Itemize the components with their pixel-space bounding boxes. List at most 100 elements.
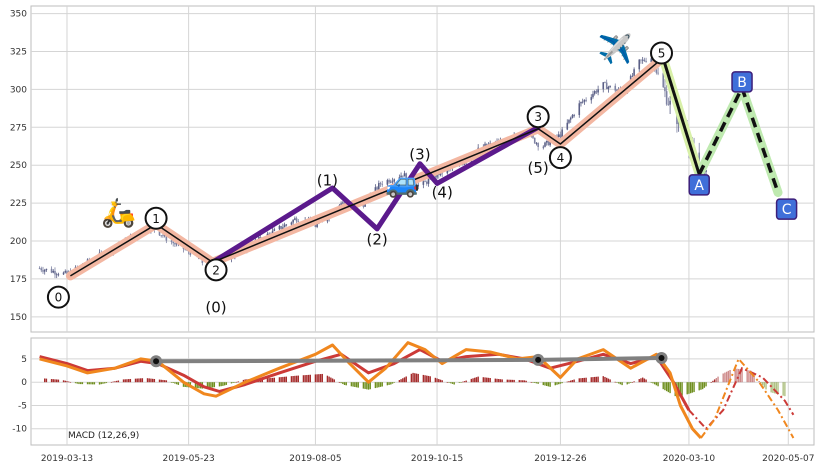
macd-histogram-bar xyxy=(175,382,178,385)
macd-histogram-bar xyxy=(487,377,490,383)
macd-histogram-bar xyxy=(295,375,298,383)
macd-histogram-bar xyxy=(535,382,538,384)
candle-body xyxy=(643,59,646,62)
macd-histogram-bar xyxy=(546,382,548,386)
macd-y-tick-label: -5 xyxy=(18,401,27,411)
wave-label-circle xyxy=(548,146,572,170)
macd-histogram-bar xyxy=(626,382,628,385)
macd-histogram-bar xyxy=(581,378,584,383)
wave-label-circle xyxy=(526,105,550,129)
macd-histogram-bar xyxy=(477,376,479,383)
macd-histogram-bar xyxy=(124,379,126,383)
macd-histogram-bar xyxy=(74,382,77,384)
macd-histogram-bar xyxy=(64,380,66,383)
macd-histogram-bar xyxy=(223,382,226,386)
macd-histogram-bar xyxy=(316,374,318,383)
macd-histogram-bar xyxy=(151,378,154,383)
macd-histogram-bar xyxy=(271,377,274,383)
candle-body xyxy=(568,119,570,123)
candle-body xyxy=(604,82,606,84)
macd-histogram-bar xyxy=(81,382,84,385)
macd-histogram-bar xyxy=(426,375,428,383)
macd-histogram-bar xyxy=(710,382,712,383)
macd-histogram-bar xyxy=(494,378,497,383)
macd-histogram-bar xyxy=(605,377,608,383)
candle-body xyxy=(45,268,48,270)
macd-histogram-bar xyxy=(282,376,284,383)
candle-body xyxy=(645,61,647,62)
macd-histogram-bar xyxy=(417,373,419,383)
wave-label-circle xyxy=(144,206,168,230)
macd-histogram-bar xyxy=(268,378,270,383)
macd-histogram-bar xyxy=(729,369,731,383)
correction-label-box xyxy=(731,71,753,93)
macd-histogram-bar xyxy=(319,374,322,383)
macd-histogram-bar xyxy=(715,378,718,383)
macd-histogram-bar xyxy=(321,373,323,383)
candle-body xyxy=(585,99,587,101)
macd-histogram-bar xyxy=(398,380,401,383)
macd-histogram-bar xyxy=(56,379,58,383)
macd-histogram-bar xyxy=(117,380,120,383)
candle-body xyxy=(50,268,53,273)
macd-histogram-bar xyxy=(537,382,539,384)
candle-body xyxy=(405,173,408,180)
macd-histogram-bar xyxy=(162,379,164,383)
macd-histogram-bar xyxy=(737,368,740,383)
macd-histogram-bar xyxy=(724,372,726,383)
macd-histogram-bar xyxy=(146,378,149,383)
macd-histogram-bar xyxy=(393,382,395,383)
macd-histogram-bar xyxy=(547,382,550,387)
macd-y-tick-label: 5 xyxy=(21,355,27,365)
candle-body xyxy=(381,183,384,185)
candle-body xyxy=(282,227,284,229)
candle-body xyxy=(292,219,294,223)
candle-body xyxy=(614,85,617,91)
subwave-label: (2) xyxy=(366,231,387,249)
macd-histogram-bar xyxy=(534,382,536,383)
macd-histogram-bar xyxy=(170,382,173,383)
macd-histogram-bar xyxy=(242,379,245,383)
wave-label: 4 xyxy=(557,151,565,165)
candle-body xyxy=(165,234,168,241)
macd-histogram-bar xyxy=(450,382,452,384)
candle-body xyxy=(43,269,46,272)
candle-body xyxy=(189,251,192,255)
macd-histogram-bar xyxy=(218,382,221,387)
macd-histogram-bar xyxy=(196,382,198,389)
candle-body xyxy=(378,183,380,190)
macd-histogram-bar xyxy=(280,377,282,383)
macd-histogram-bar xyxy=(614,381,616,383)
macd-histogram-bar xyxy=(429,376,431,383)
x-tick-label: 2020-03-10 xyxy=(663,454,716,464)
macd-histogram-bar xyxy=(511,379,514,383)
emoji-annotations: 🛵 🚙 ✈️ xyxy=(101,31,633,229)
candle-body xyxy=(446,168,449,174)
candle-body xyxy=(425,181,428,184)
macd-histogram-bar xyxy=(44,378,46,383)
candle-body xyxy=(544,142,546,147)
macd-histogram-bar xyxy=(350,382,353,387)
candle-body xyxy=(40,268,43,271)
scooter-icon: 🛵 xyxy=(101,196,136,229)
candle-body xyxy=(665,91,668,105)
macd-histogram-bar xyxy=(498,379,500,383)
wave-label-circle xyxy=(46,285,70,309)
macd-histogram-bar xyxy=(772,382,774,393)
candle-body xyxy=(569,117,572,120)
macd-histogram-bar xyxy=(465,380,467,383)
candle-body xyxy=(597,89,599,93)
macd-histogram-bar xyxy=(438,379,440,383)
macd-histogram-bar xyxy=(326,375,329,383)
macd-histogram-bar xyxy=(662,382,664,390)
divergence-point xyxy=(153,358,160,365)
candle-body xyxy=(388,180,390,183)
macd-histogram-bar xyxy=(484,377,486,383)
macd-histogram-bar xyxy=(602,376,604,383)
macd-histogram-bar xyxy=(532,382,534,383)
macd-histogram-bar xyxy=(451,382,454,384)
candle-body xyxy=(422,181,425,185)
macd-histogram-bar xyxy=(76,382,78,384)
macd-histogram-bar xyxy=(225,382,228,385)
